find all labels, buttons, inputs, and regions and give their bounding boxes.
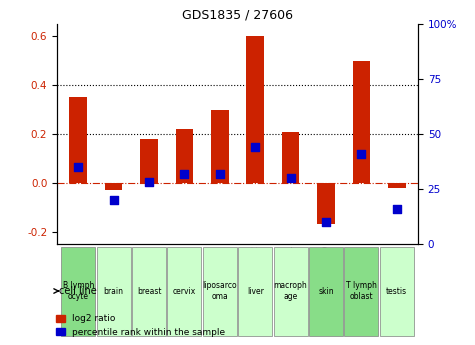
Text: brain: brain [104, 286, 124, 296]
Point [180, 171, 188, 176]
FancyBboxPatch shape [132, 247, 166, 336]
Point [145, 180, 153, 185]
FancyBboxPatch shape [274, 247, 308, 336]
Text: B lymph
ocyte: B lymph ocyte [63, 281, 94, 301]
FancyBboxPatch shape [203, 247, 237, 336]
Text: liver: liver [247, 286, 264, 296]
Legend: log2 ratio, percentile rank within the sample: log2 ratio, percentile rank within the s… [52, 311, 228, 341]
FancyBboxPatch shape [380, 247, 414, 336]
Point [322, 219, 330, 225]
Text: liposarco
oma: liposarco oma [202, 281, 237, 301]
FancyBboxPatch shape [344, 247, 379, 336]
Bar [140, 139, 158, 183]
Text: T lymph
oblast: T lymph oblast [346, 281, 377, 301]
Text: testis: testis [386, 286, 408, 296]
Point [287, 175, 294, 181]
Bar [317, 183, 335, 224]
Bar [69, 97, 87, 183]
Bar [352, 61, 370, 183]
Text: cell line: cell line [59, 286, 96, 296]
FancyBboxPatch shape [61, 247, 95, 336]
Title: GDS1835 / 27606: GDS1835 / 27606 [182, 9, 293, 22]
Point [358, 151, 365, 157]
Bar [247, 36, 264, 183]
FancyBboxPatch shape [167, 247, 201, 336]
Point [75, 164, 82, 170]
Point [393, 206, 400, 211]
Bar [211, 110, 228, 183]
Bar [176, 129, 193, 183]
Point [110, 197, 117, 203]
Bar [388, 183, 406, 188]
Text: breast: breast [137, 286, 162, 296]
FancyBboxPatch shape [96, 247, 131, 336]
Text: skin: skin [318, 286, 334, 296]
Bar [282, 131, 299, 183]
FancyBboxPatch shape [238, 247, 272, 336]
Point [251, 145, 259, 150]
Text: macroph
age: macroph age [274, 281, 307, 301]
FancyBboxPatch shape [309, 247, 343, 336]
Bar [105, 183, 123, 190]
Point [216, 171, 224, 176]
Text: cervix: cervix [173, 286, 196, 296]
